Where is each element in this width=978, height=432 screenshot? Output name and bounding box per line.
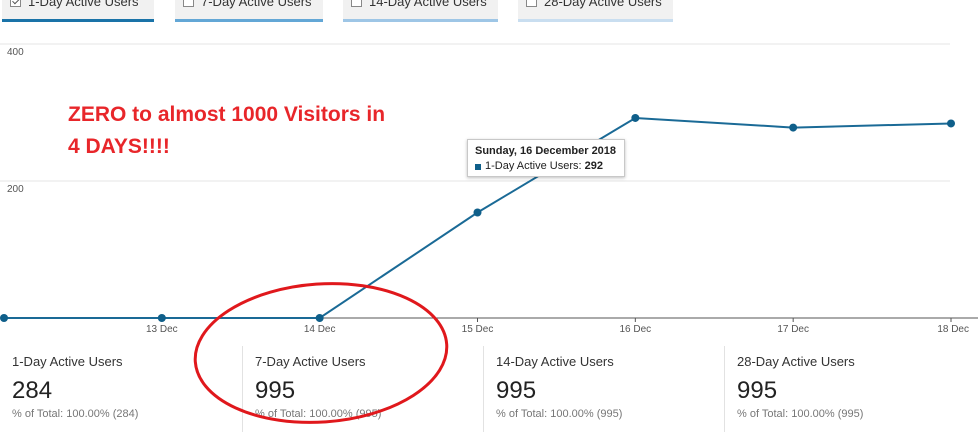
metric-tabs: 1-Day Active Users 7-Day Active Users 14… <box>0 0 978 26</box>
data-point <box>789 123 798 132</box>
tab-label: 28-Day Active Users <box>544 0 662 9</box>
tab-color-bar <box>518 19 673 22</box>
x-tick-label: 18 Dec <box>937 324 969 335</box>
series-swatch-icon <box>475 163 481 170</box>
metric-total: % of Total: 100.00% (284) <box>12 408 139 420</box>
data-point <box>0 314 8 322</box>
y-tick-label: 400 <box>7 47 24 58</box>
metric-total: % of Total: 100.00% (995) <box>496 408 623 420</box>
checkbox-icon[interactable] <box>526 0 537 7</box>
metric-total: % of Total: 100.00% (995) <box>255 408 382 420</box>
metric-value: 995 <box>737 377 778 404</box>
data-point <box>315 314 324 322</box>
tab-color-bar <box>2 19 154 22</box>
tab-label: 14-Day Active Users <box>369 0 487 9</box>
tooltip-value: 292 <box>584 160 603 172</box>
tab-14-day-active-users[interactable]: 14-Day Active Users <box>343 0 498 22</box>
metric-28-day: 28-Day Active Users 995 % of Total: 100.… <box>724 346 964 432</box>
metric-label: 28-Day Active Users <box>737 354 855 369</box>
x-tick-label: 16 Dec <box>619 324 651 335</box>
metric-value: 284 <box>12 377 53 404</box>
x-tick-label: 17 Dec <box>777 324 809 335</box>
x-tick-label: 13 Dec <box>146 324 178 335</box>
data-point <box>631 113 640 122</box>
tab-color-bar <box>175 19 323 22</box>
annotation-text: ZERO to almost 1000 Visitors in 4 DAYS!!… <box>68 99 458 163</box>
metric-total: % of Total: 100.00% (995) <box>737 408 864 420</box>
annotation-line-1: ZERO to almost 1000 Visitors in <box>68 103 386 126</box>
tab-1-day-active-users[interactable]: 1-Day Active Users <box>2 0 154 22</box>
y-tick-label: 200 <box>7 184 24 195</box>
tooltip-date: Sunday, 16 December 2018 <box>475 145 617 157</box>
tab-label: 1-Day Active Users <box>28 0 139 9</box>
metric-14-day: 14-Day Active Users 995 % of Total: 100.… <box>483 346 723 432</box>
tab-color-bar <box>343 19 498 22</box>
tooltip-series: 1-Day Active Users: <box>485 160 582 172</box>
metric-label: 14-Day Active Users <box>496 354 614 369</box>
metric-value: 995 <box>255 377 296 404</box>
metric-label: 1-Day Active Users <box>12 354 123 369</box>
metric-label: 7-Day Active Users <box>255 354 366 369</box>
metric-1-day: 1-Day Active Users 284 % of Total: 100.0… <box>0 346 240 432</box>
chart-tooltip: Sunday, 16 December 2018 1-Day Active Us… <box>467 139 625 177</box>
annotation-line-2: 4 DAYS!!!! <box>68 135 170 158</box>
line-chart: 400 200 13 Dec 14 Dec 15 Dec 16 Dec 17 Dec 18 D… <box>0 43 978 335</box>
tab-28-day-active-users[interactable]: 28-Day Active Users <box>518 0 673 22</box>
x-tick-label: 15 Dec <box>462 324 494 335</box>
checkbox-checked-icon[interactable] <box>10 0 21 7</box>
checkbox-icon[interactable] <box>183 0 194 7</box>
metric-7-day: 7-Day Active Users 995 % of Total: 100.0… <box>242 346 482 432</box>
metrics-summary: 1-Day Active Users 284 % of Total: 100.0… <box>0 346 978 432</box>
data-point <box>947 119 955 128</box>
tab-label: 7-Day Active Users <box>201 0 312 9</box>
x-tick-label: 14 Dec <box>304 324 336 335</box>
tab-7-day-active-users[interactable]: 7-Day Active Users <box>175 0 323 22</box>
data-point <box>473 208 482 217</box>
data-point <box>157 314 166 322</box>
tooltip-row: 1-Day Active Users: 292 <box>475 159 624 174</box>
metric-value: 995 <box>496 377 537 404</box>
checkbox-icon[interactable] <box>351 0 362 7</box>
